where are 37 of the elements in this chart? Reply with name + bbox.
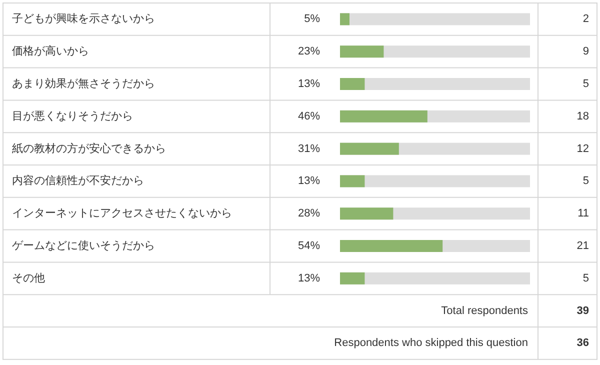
bar [340, 175, 365, 188]
y-tick-label: あまり効果が無さそうだから [12, 77, 155, 90]
text: 36 [576, 337, 589, 350]
data-label: 13% [298, 78, 320, 90]
bar [340, 272, 365, 284]
data-label: 13% [298, 272, 320, 284]
text: 39 [576, 304, 589, 317]
data-label: 13% [298, 175, 320, 188]
data-label: 2 [582, 13, 589, 26]
data-label: 5 [582, 272, 589, 284]
data-label: 5 [582, 175, 589, 188]
y-tick-label: 価格が高いから [12, 44, 89, 58]
data-label: 54% [298, 240, 320, 252]
bar [340, 78, 365, 90]
bar [340, 46, 384, 58]
y-tick-label: 紙の教材の方が安心できるから [12, 142, 166, 155]
data-label: 23% [298, 46, 320, 58]
y-tick-label: その他 [12, 272, 45, 284]
y-tick-label: 目が悪くなりそうだから [12, 110, 133, 122]
data-label: 18 [576, 110, 589, 122]
text: Total respondents [441, 304, 528, 317]
y-tick-label: ゲームなどに使いそうだから [12, 240, 155, 252]
data-label: 11 [578, 208, 589, 220]
bar [340, 142, 399, 155]
data-label: 5 [582, 78, 589, 90]
y-tick-label: 内容の信頼性が不安だから [12, 174, 144, 188]
y-tick-label: 子どもが興味を示さないから [12, 12, 155, 26]
y-tick-label: インターネットにアクセスさせたくないから [12, 208, 232, 220]
data-label: 21 [576, 240, 589, 252]
data-label: 28% [298, 208, 320, 220]
data-label: 12 [576, 142, 589, 155]
data-label: 31% [298, 142, 320, 155]
data-label: 46% [298, 110, 320, 122]
data-label: 9 [582, 46, 589, 58]
data-label: 5% [304, 13, 320, 26]
bar [340, 13, 350, 26]
text: Respondents who skipped this question [334, 337, 528, 350]
